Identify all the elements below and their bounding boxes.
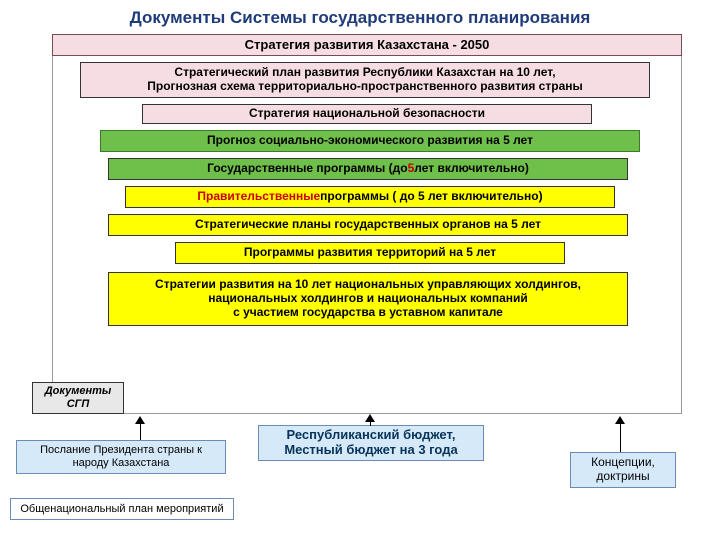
block-poslanie: Послание Президента страны кнароду Казах…: [16, 440, 226, 474]
hierarchy-bar-b2: Стратегический план развития Республики …: [80, 62, 650, 98]
arrow-line-a1: [140, 422, 141, 440]
hierarchy-bar-b1: Стратегия развития Казахстана - 2050: [52, 34, 682, 56]
hierarchy-bar-b9: Стратегии развития на 10 лет национальны…: [108, 272, 628, 326]
arrow-head-a2: [365, 414, 375, 422]
arrow-head-a3: [615, 416, 625, 424]
block-sgp: ДокументыСГП: [32, 382, 124, 414]
block-concept: Концепции,доктрины: [570, 452, 676, 488]
hierarchy-bar-b8: Программы развития территорий на 5 лет: [175, 242, 565, 264]
hierarchy-bar-b7: Стратегические планы государственных орг…: [108, 214, 628, 236]
block-budget: Республиканский бюджет,Местный бюджет на…: [258, 425, 484, 461]
hierarchy-bar-b3: Стратегия национальной безопасности: [142, 104, 592, 124]
block-natplan: Общенациональный план мероприятий: [10, 498, 234, 520]
arrow-line-a3: [620, 422, 621, 452]
page-title: Документы Системы государственного плани…: [0, 0, 720, 32]
hierarchy-bar-b6: Правительственные программы ( до 5 лет в…: [125, 186, 615, 208]
hierarchy-bar-b4: Прогноз социально-экономического развити…: [100, 130, 640, 152]
hierarchy-bar-b5: Государственные программы (до 5 лет вклю…: [108, 158, 628, 180]
arrow-head-a1: [135, 416, 145, 424]
